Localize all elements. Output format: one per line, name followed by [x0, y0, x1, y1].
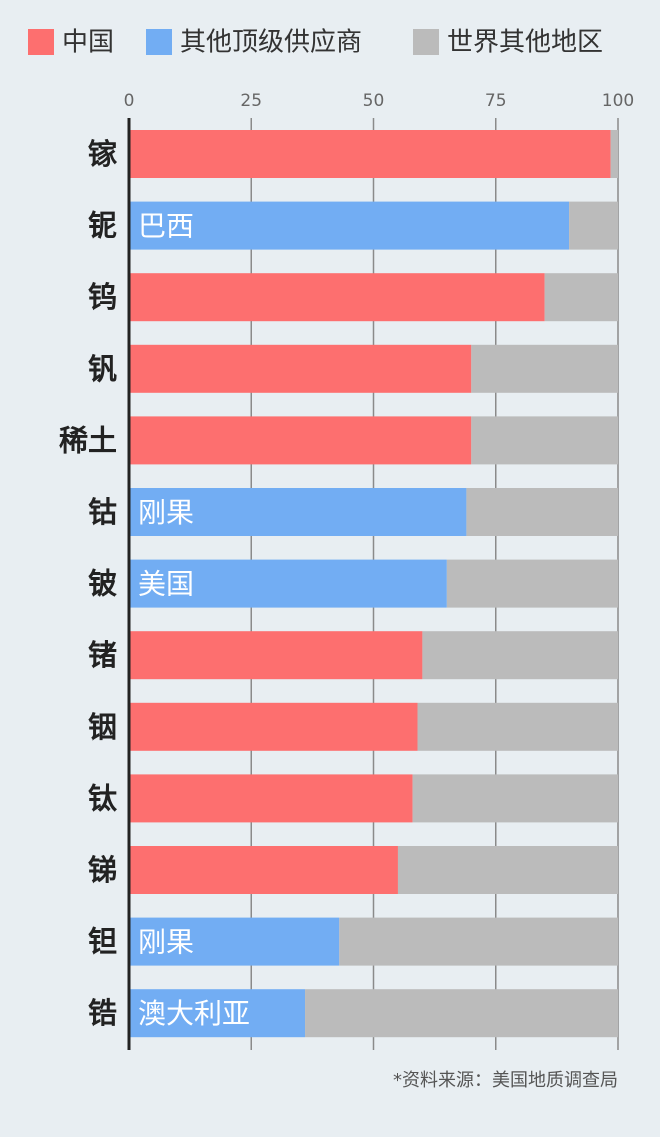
bar-segment [129, 344, 472, 393]
y-tick-label: 铟 [88, 710, 117, 744]
bar-segment [129, 130, 611, 178]
y-tick-label: 钨 [88, 280, 117, 314]
bar-segment [129, 201, 570, 250]
bar-segment [339, 917, 618, 966]
y-tick-label: 钽 [88, 925, 117, 959]
bar-label: 巴西 [138, 210, 194, 243]
bar-segment [610, 130, 618, 178]
bar-segment [422, 631, 618, 680]
y-tick-label: 钴 [88, 495, 117, 529]
bar-segment [129, 559, 447, 608]
bar-segment [129, 989, 306, 1038]
bar-label: 澳大利亚 [138, 997, 250, 1030]
x-tick-label: 100 [602, 91, 634, 111]
y-tick-label: 镓 [88, 137, 118, 171]
bar-segment [129, 631, 423, 680]
legend-swatch [413, 29, 439, 55]
bar-segment [129, 702, 418, 751]
x-tick-label: 75 [485, 91, 507, 111]
bar-segment [129, 774, 413, 823]
bar-segment [569, 201, 618, 250]
y-tick-label: 锆 [88, 996, 117, 1030]
legend-swatch [28, 29, 54, 55]
bar-segment [129, 846, 398, 894]
bar-segment [129, 416, 472, 465]
bar-segment [129, 917, 340, 966]
bar-segment [305, 989, 618, 1038]
bar-segment [471, 344, 618, 393]
source-note: *资料来源：美国地质调查局 [393, 1070, 618, 1091]
x-tick-label: 25 [240, 91, 262, 111]
legend-label: 世界其他地区 [447, 28, 603, 58]
x-tick-label: 0 [124, 91, 135, 111]
legend-swatch [146, 29, 172, 55]
y-tick-label: 稀土 [59, 423, 117, 457]
y-tick-label: 钛 [88, 781, 118, 815]
y-tick-label: 铌 [88, 209, 117, 243]
y-tick-label: 铍 [88, 567, 117, 601]
bar-segment [397, 846, 618, 894]
bar-label: 刚果 [138, 926, 194, 959]
bar-segment [129, 273, 545, 322]
bar-segment [417, 702, 618, 751]
legend-label: 中国 [62, 28, 114, 58]
bar-segment [544, 273, 618, 322]
legend-label: 其他顶级供应商 [180, 28, 362, 58]
bar-segment [466, 488, 618, 536]
bar-label: 美国 [138, 568, 194, 601]
bar-segment [446, 559, 618, 608]
x-tick-label: 50 [363, 91, 385, 111]
y-tick-label: 锑 [88, 853, 117, 887]
y-tick-label: 钒 [88, 352, 117, 386]
bar-segment [129, 488, 467, 536]
y-tick-label: 锗 [88, 638, 117, 672]
bar-label: 刚果 [138, 496, 194, 529]
bar-segment [471, 416, 618, 465]
bar-segment [412, 774, 618, 823]
